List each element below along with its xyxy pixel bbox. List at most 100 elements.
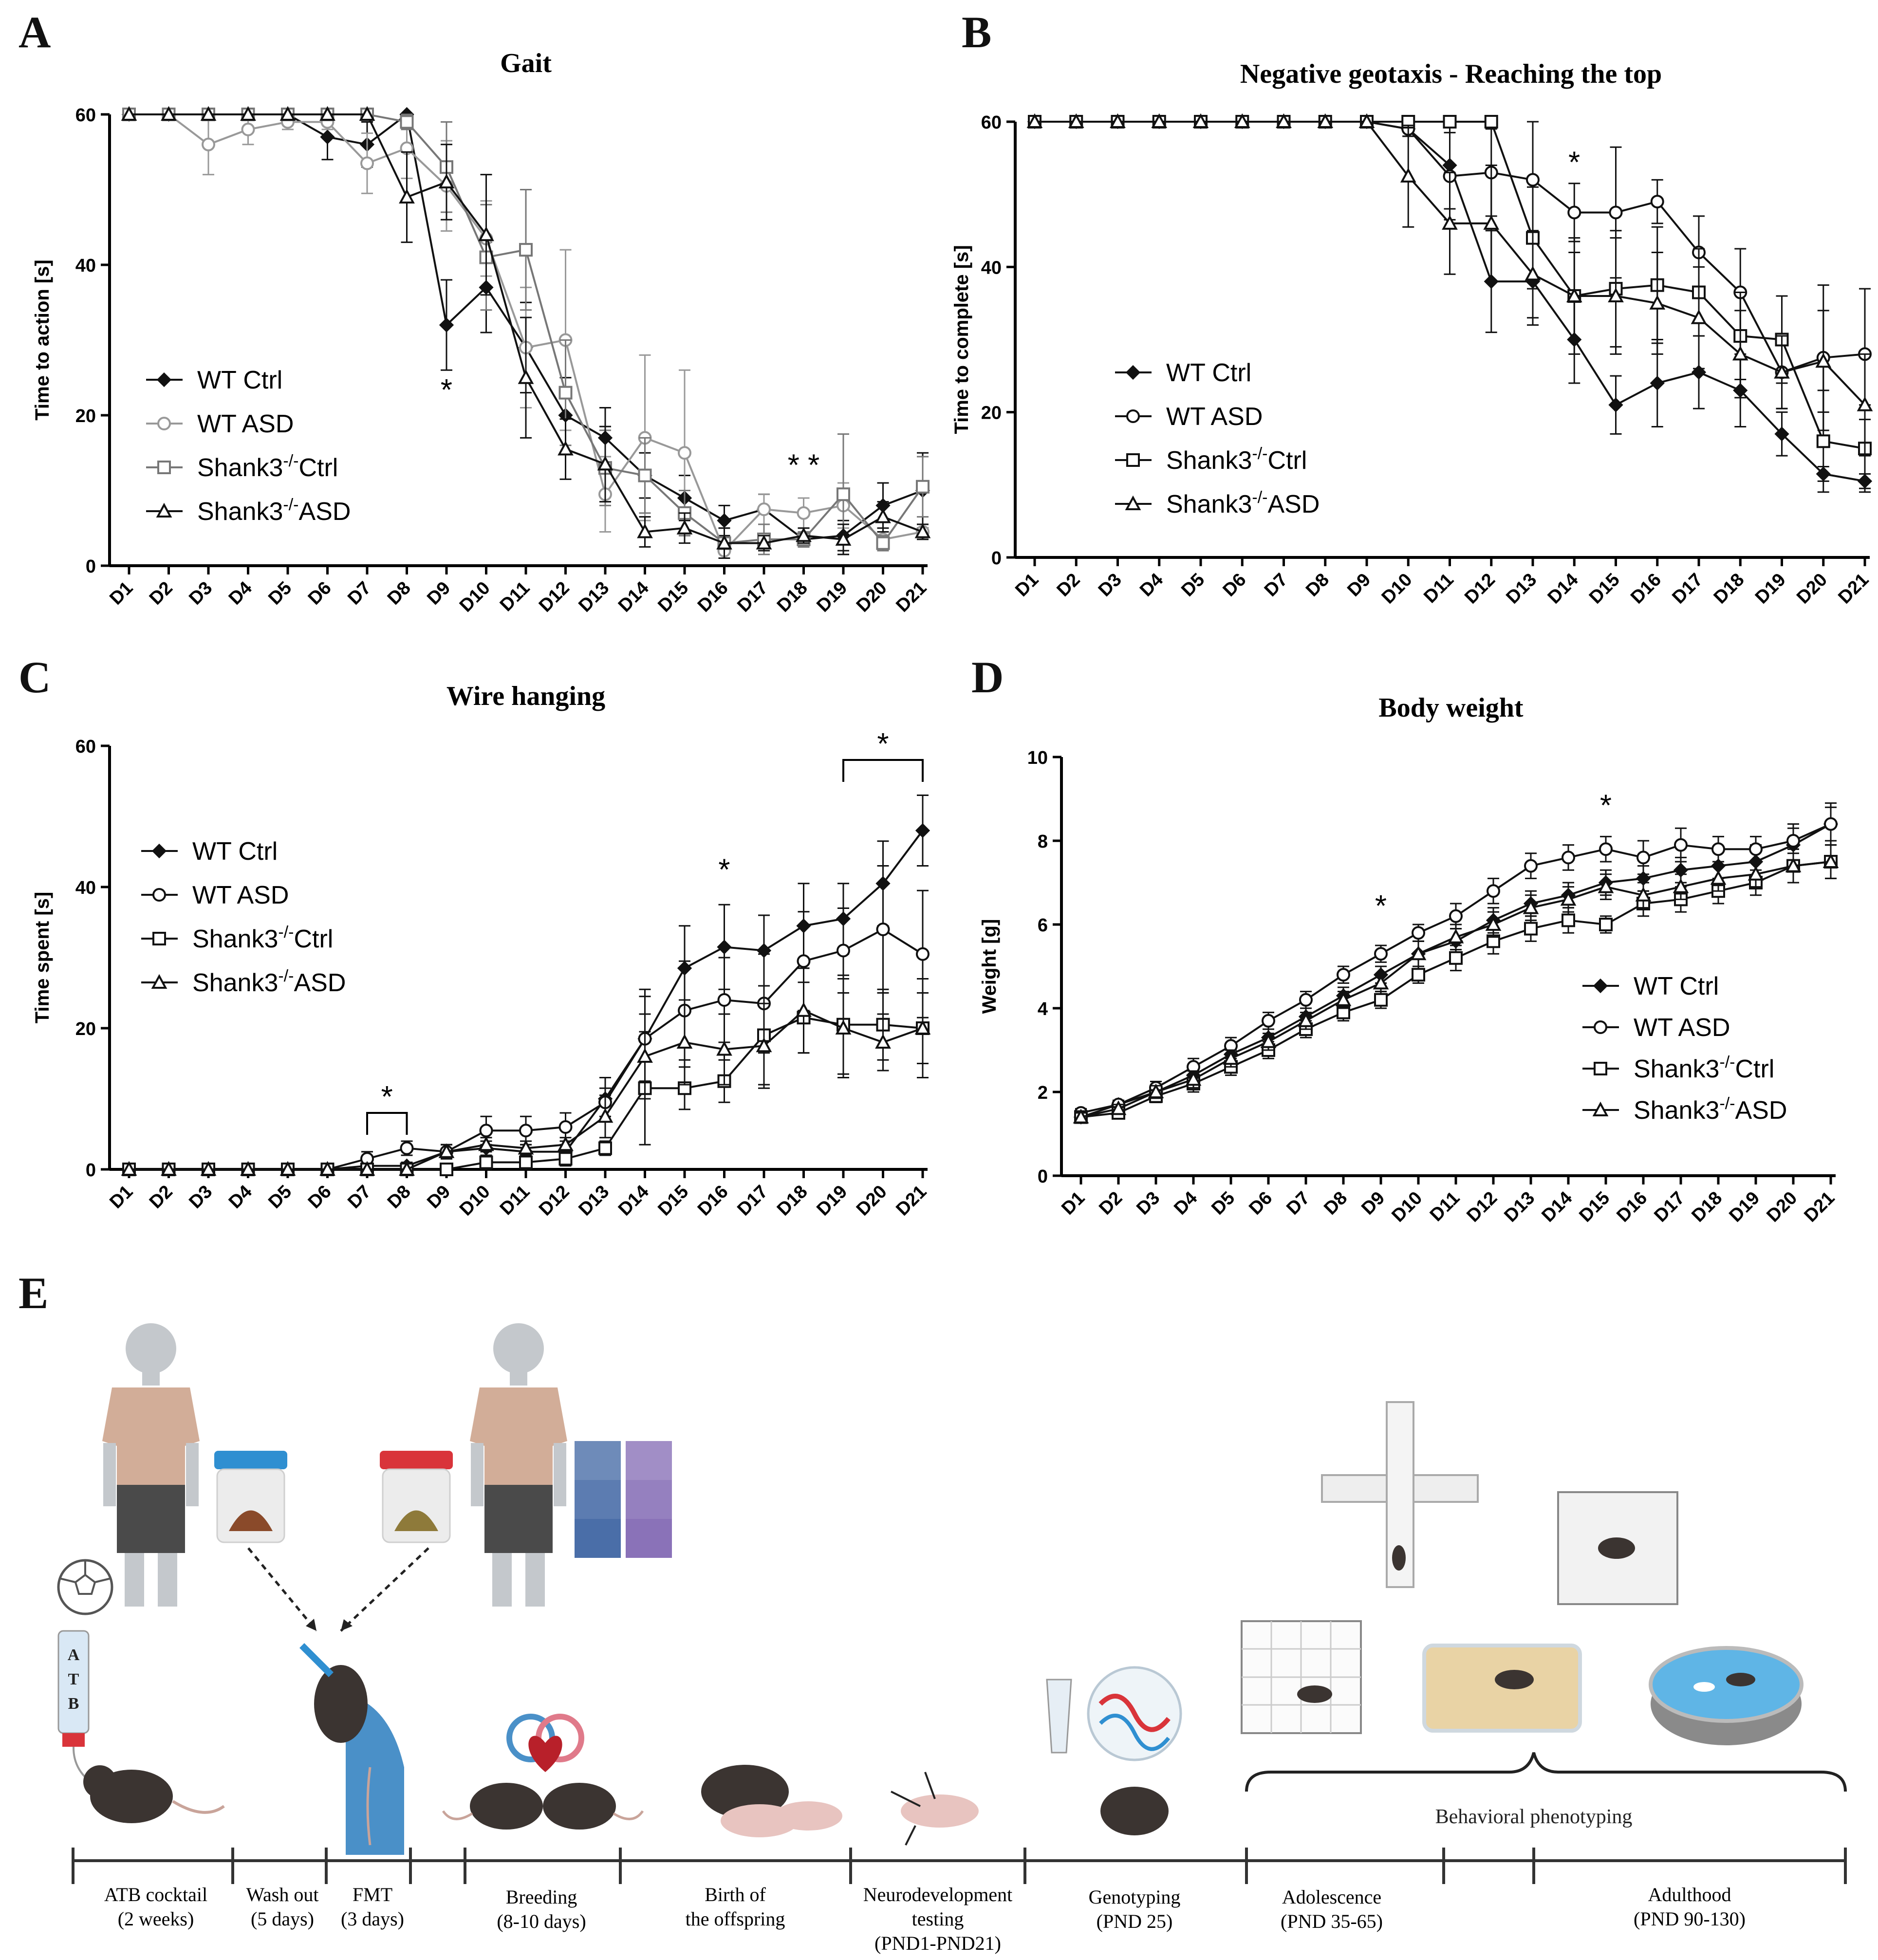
legend-label: WT Ctrl: [197, 366, 282, 394]
y-tick-label: 60: [981, 112, 1002, 133]
data-point: [359, 1161, 375, 1176]
x-tick-label: D12: [1461, 570, 1499, 608]
x-tick-label: D1: [106, 578, 137, 609]
data-point: [202, 137, 215, 151]
series-3: [1073, 844, 1839, 1124]
legend-label: Shank3-/-Ctrl: [1634, 1053, 1774, 1083]
x-tick-label: D15: [654, 578, 692, 616]
y-axis-label: Time to complete [s]: [951, 245, 972, 434]
x-tick-label: D21: [892, 578, 930, 616]
data-point: [1674, 838, 1688, 852]
data-point: [558, 386, 573, 400]
data-point: [1026, 113, 1043, 128]
timeline-sub2-neurodev: (PND1-PND21): [874, 1932, 1001, 1954]
legend-label: Shank3-/-ASD: [192, 967, 346, 997]
x-tick-label: D14: [614, 1182, 653, 1220]
data-point: [1276, 113, 1292, 128]
legend-marker: [151, 843, 167, 859]
x-tick-label: D5: [1177, 570, 1209, 601]
x-tick-label: D6: [1245, 1188, 1276, 1219]
mouse-atb-illustration: [83, 1765, 225, 1823]
legend-marker: [1592, 1101, 1609, 1116]
x-tick-label: D4: [225, 1182, 256, 1213]
series-3: [121, 967, 931, 1176]
data-point: [756, 535, 772, 550]
legend-marker: [157, 461, 171, 474]
timeline: [72, 1848, 1847, 1884]
data-point: [240, 106, 256, 121]
data-point: [519, 243, 533, 257]
data-point: [837, 487, 850, 501]
data-point: [200, 1161, 217, 1176]
data-point: [438, 1143, 455, 1158]
data-point: [1442, 215, 1458, 230]
data-point: [1374, 993, 1388, 1007]
data-point: [279, 106, 296, 121]
data-point: [598, 1141, 612, 1155]
y-tick-label: 0: [86, 556, 96, 577]
y-tick-label: 0: [1038, 1166, 1048, 1187]
significance-bracket: [366, 1112, 408, 1135]
significance-star: *: [1600, 789, 1612, 822]
data-point: [1400, 167, 1416, 183]
legend-label: Shank3-/-ASD: [1634, 1094, 1787, 1125]
legend-superscript: -/-: [278, 967, 294, 985]
chart-title: Body weight: [1378, 693, 1523, 723]
timeline-label-breeding: Breeding: [506, 1886, 577, 1908]
legend-suffix: Ctrl: [1735, 1055, 1774, 1083]
data-point: [678, 446, 691, 460]
data-point: [558, 1152, 573, 1166]
open-field-illustration: [1557, 1491, 1678, 1605]
data-point: [1524, 922, 1538, 936]
data-point: [241, 122, 255, 136]
data-point: [1562, 851, 1575, 865]
x-tick-label: D18: [773, 1182, 812, 1220]
y-tick-label: 40: [75, 256, 96, 276]
legend-label: WT Ctrl: [1634, 972, 1719, 1000]
x-tick-label: D13: [575, 578, 613, 616]
data-point: [1691, 309, 1707, 324]
data-point: [1673, 878, 1689, 893]
data-point: [1786, 834, 1800, 848]
timeline-labels: ATB cocktail (2 weeks) Wash out (5 days)…: [104, 1884, 1746, 1954]
data-point: [1560, 891, 1577, 906]
legend-superscript: -/-: [1252, 444, 1267, 463]
x-tick-label: D20: [1763, 1188, 1801, 1226]
x-tick-label: D10: [1388, 1188, 1426, 1226]
data-point: [1485, 916, 1502, 931]
y-tick-label: 40: [981, 258, 1002, 278]
data-point: [478, 226, 494, 241]
data-point: [876, 536, 890, 550]
timeline-sub-adulthood: (PND 90-130): [1634, 1908, 1746, 1930]
data-point: [1599, 842, 1613, 856]
x-tick-label: D19: [1725, 1188, 1764, 1226]
timeline-sub-atb: (2 weeks): [118, 1908, 194, 1930]
legend-superscript: -/-: [283, 452, 298, 470]
panel-letter-a: A: [19, 7, 51, 57]
timeline-sub-adolescence: (PND 35-65): [1281, 1910, 1383, 1932]
data-point: [1711, 842, 1725, 856]
x-tick-label: D18: [1710, 570, 1748, 608]
data-point: [1234, 113, 1250, 128]
timeline-label-adulthood: Adulthood: [1648, 1884, 1731, 1905]
y-tick-label: 20: [981, 403, 1002, 424]
atb-letter-b: B: [68, 1695, 79, 1713]
x-tick-label: D17: [1668, 570, 1707, 608]
data-point: [638, 468, 652, 482]
data-point: [1449, 909, 1463, 923]
data-point: [1649, 295, 1666, 310]
child-donor-ctrl-illustration: [102, 1323, 200, 1607]
significance-bracket: [842, 759, 924, 782]
x-tick-label: D9: [423, 578, 454, 609]
data-point: [716, 1041, 732, 1056]
timeline-sub-breeding: (8-10 days): [497, 1910, 586, 1932]
significance-star: *: [441, 373, 452, 407]
y-tick-label: 0: [86, 1160, 96, 1181]
fmt-arrows: [247, 1547, 429, 1632]
x-tick-label: D20: [853, 578, 891, 616]
data-point: [1598, 878, 1614, 893]
x-tick-label: D17: [733, 578, 772, 616]
data-point: [1774, 426, 1789, 442]
x-tick-label: D12: [535, 578, 574, 616]
chart-b: Negative geotaxis - Reaching the top 0 20 4…: [951, 59, 1873, 608]
